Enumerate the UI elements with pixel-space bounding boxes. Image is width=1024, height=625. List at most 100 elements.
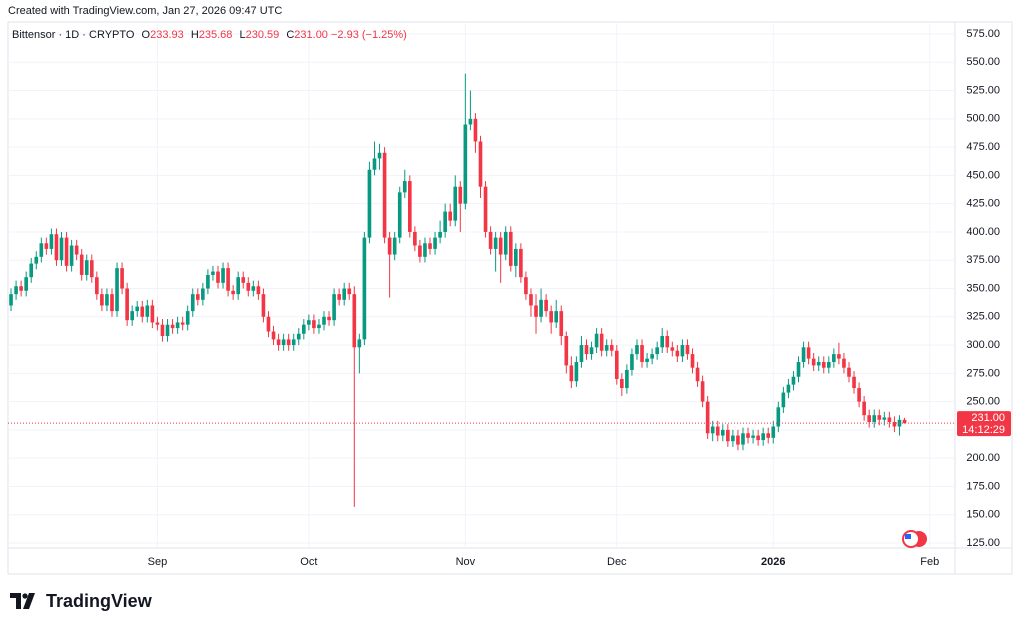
candle-body xyxy=(483,186,488,232)
candle-body xyxy=(367,169,372,238)
candle-body xyxy=(155,322,160,325)
candle-body xyxy=(352,294,357,348)
y-tick-label: 475.00 xyxy=(966,141,1000,153)
candle-body xyxy=(534,305,538,317)
candle-body xyxy=(140,306,145,317)
candle-body xyxy=(95,277,99,295)
candle-body xyxy=(503,231,508,255)
candle-body xyxy=(408,181,412,232)
candle-body xyxy=(453,186,458,221)
y-tick-label: 550.00 xyxy=(966,56,1000,68)
candle-body xyxy=(251,286,256,291)
candle-body xyxy=(604,345,609,351)
ohlc-key: O xyxy=(141,29,151,41)
y-tick-label: 125.00 xyxy=(966,537,1000,549)
candle-body xyxy=(766,433,771,438)
candle-body xyxy=(110,294,114,312)
candle-body xyxy=(741,433,745,445)
candle-body xyxy=(115,268,119,312)
candle-body xyxy=(832,354,836,363)
candle-body xyxy=(690,354,695,368)
candle-body xyxy=(39,243,44,257)
x-tick-label: Feb xyxy=(920,556,939,568)
candle-body xyxy=(786,384,791,393)
symbol: Bittensor · 1D · CRYPTO xyxy=(12,29,135,41)
candle-body xyxy=(74,245,79,255)
candle-body xyxy=(857,388,861,402)
candle-body xyxy=(160,324,165,337)
candle-body xyxy=(231,290,235,295)
candle-body xyxy=(221,268,225,283)
candle-body xyxy=(271,331,276,340)
candle-body xyxy=(685,345,690,355)
candle-body xyxy=(569,365,574,382)
y-tick-label: 500.00 xyxy=(966,113,1000,125)
candle-body xyxy=(791,376,796,385)
candle-body xyxy=(29,263,34,278)
y-tick-label: 350.00 xyxy=(966,282,1000,294)
candle-body xyxy=(609,345,614,351)
countdown-label: 14:12:29 xyxy=(962,424,1005,436)
candle-body xyxy=(256,286,261,295)
candle-body xyxy=(216,271,220,283)
grid xyxy=(8,22,955,548)
candle-body xyxy=(286,339,291,346)
candle-body xyxy=(413,231,417,246)
candle-body xyxy=(700,381,705,402)
candle-body xyxy=(549,311,553,323)
candle-body xyxy=(887,417,892,422)
candle-body xyxy=(418,245,422,257)
logo-shape xyxy=(23,593,35,609)
candle-body xyxy=(301,324,306,334)
candle-body xyxy=(195,294,200,300)
candle-body xyxy=(392,237,397,255)
y-tick-label: 400.00 xyxy=(966,226,1000,238)
candle-body xyxy=(377,152,382,159)
candle-body xyxy=(862,401,866,416)
ohlc-key: H xyxy=(190,29,199,41)
candle-body xyxy=(781,392,786,408)
candle-body xyxy=(357,339,362,348)
candle-body xyxy=(438,231,442,238)
logo-mark xyxy=(10,593,35,609)
candle-body xyxy=(236,277,241,295)
y-tick-label: 200.00 xyxy=(966,452,1000,464)
candle-body xyxy=(433,237,437,249)
candle-body xyxy=(720,429,725,436)
candle-body xyxy=(826,362,831,368)
candle-body xyxy=(599,333,604,351)
candle-body xyxy=(801,347,806,363)
candle-body xyxy=(190,294,195,312)
candle-body xyxy=(150,305,155,323)
candle-body xyxy=(705,401,710,434)
last-price-box xyxy=(957,411,1011,437)
chart-frame xyxy=(7,21,1013,575)
ohlc-key: L xyxy=(239,29,246,41)
candle-body xyxy=(564,336,569,366)
candle-body xyxy=(660,336,665,348)
candle-body xyxy=(514,248,518,266)
candle-body xyxy=(478,141,483,187)
candle-body xyxy=(125,288,129,321)
candle-body xyxy=(776,407,781,427)
candle-body xyxy=(837,354,841,359)
logo[interactable]: TradingView xyxy=(10,590,152,612)
logo-shape xyxy=(22,593,28,599)
candle-body xyxy=(291,339,296,346)
candle-body xyxy=(625,369,629,389)
candle-body xyxy=(332,294,336,321)
header: Created with TradingView.com, Jan 27, 20… xyxy=(8,5,283,17)
logo-text: TradingView xyxy=(46,590,152,611)
flag-icon xyxy=(902,530,927,548)
candle-body xyxy=(14,286,18,295)
candle-body xyxy=(175,322,180,329)
candle-body xyxy=(317,324,321,329)
candle-body xyxy=(347,288,352,295)
candle-body xyxy=(34,256,39,264)
candle-body xyxy=(544,299,548,312)
candle-body xyxy=(165,324,170,337)
candle-body xyxy=(211,271,215,275)
candle-body xyxy=(554,311,559,323)
candle-body xyxy=(44,243,49,249)
